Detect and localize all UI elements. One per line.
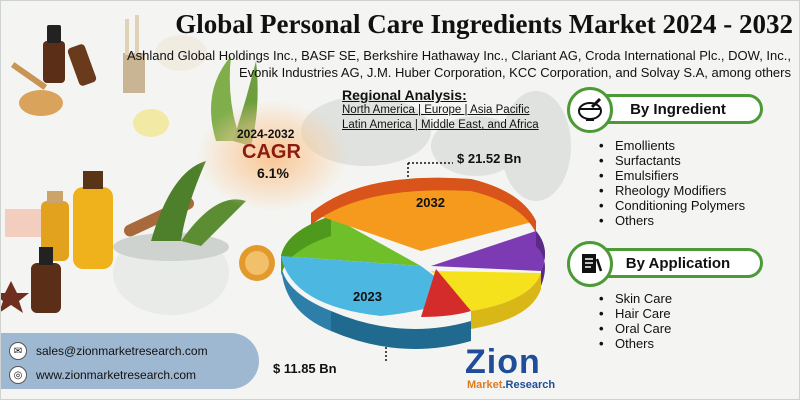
list-item: Conditioning Polymers (599, 198, 745, 213)
website-row: ◎ www.zionmarketresearch.com (9, 366, 196, 384)
list-item: Oral Care (599, 321, 672, 336)
contact-panel: ✉ sales@zionmarketresearch.com ◎ www.zio… (1, 333, 259, 389)
key-players-line-2: Evonik Industries AG, J.M. Huber Corpora… (238, 65, 791, 80)
page-title: Global Personal Care Ingredients Market … (175, 9, 793, 39)
logo-subtitle: Market.Research (467, 379, 555, 391)
envelope-icon: ✉ (9, 342, 27, 360)
list-item: Skin Care (599, 291, 672, 306)
list-item: Surfactants (599, 153, 745, 168)
regional-analysis-line-1: North America | Europe | Asia Pacific (342, 104, 530, 116)
application-list: Skin Care Hair Care Oral Care Others (599, 291, 672, 351)
regional-analysis-title: Regional Analysis: (342, 87, 467, 103)
list-item: Others (599, 213, 745, 228)
cagr-value: 6.1% (257, 165, 289, 181)
world-map-shape (501, 91, 571, 201)
email-row: ✉ sales@zionmarketresearch.com (9, 342, 208, 360)
key-players-line-1: Ashland Global Holdings Inc., BASF SE, B… (126, 48, 791, 63)
logo-word: Zion (465, 343, 541, 381)
list-item: Others (599, 336, 672, 351)
cagr-highlight (197, 101, 347, 211)
key-players-text: Ashland Global Holdings Inc., BASF SE, B… (61, 47, 791, 81)
globe-icon: ◎ (9, 366, 27, 384)
by-application-header: By Application (593, 248, 763, 278)
cagr-period: 2024-2032 (237, 127, 295, 141)
by-application-title: By Application (625, 254, 731, 272)
market-value-2023: $ 11.85 Bn (273, 361, 337, 376)
regional-analysis-line-2: Latin America | Middle East, and Africa (342, 119, 539, 131)
list-item: Emollients (599, 138, 745, 153)
zion-logo: Zion Market.Research (465, 343, 555, 393)
logo-sub-research: .Research (502, 379, 556, 391)
email-link[interactable]: sales@zionmarketresearch.com (36, 344, 208, 358)
by-ingredient-header: By Ingredient (593, 94, 763, 124)
website-link[interactable]: www.zionmarketresearch.com (36, 368, 197, 382)
market-value-2032: $ 21.52 Bn (457, 151, 522, 166)
cagr-label: CAGR (242, 141, 301, 163)
list-item: Emulsifiers (599, 168, 745, 183)
market-pie-graphic: 2032 2023 (281, 162, 545, 361)
logo-sub-market: Market (467, 379, 503, 391)
by-ingredient-title: By Ingredient (630, 100, 726, 118)
document-icon (567, 241, 613, 287)
pie-label-2023: 2023 (353, 289, 382, 304)
mortar-icon (567, 87, 613, 133)
list-item: Rheology Modifiers (599, 183, 745, 198)
list-item: Hair Care (599, 306, 672, 321)
ingredient-list: Emollients Surfactants Emulsifiers Rheol… (599, 138, 745, 228)
pie-label-2032: 2032 (416, 195, 445, 210)
